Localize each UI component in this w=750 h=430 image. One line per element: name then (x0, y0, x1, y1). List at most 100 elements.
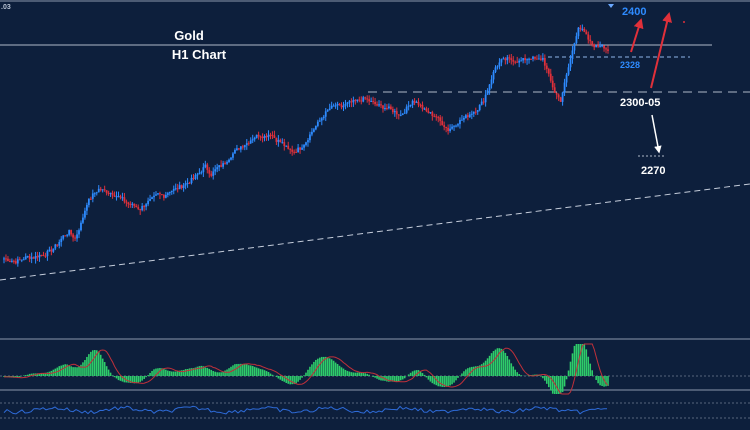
chart-title-line1: Gold (174, 28, 204, 43)
candle-body (155, 194, 157, 196)
candle-body (133, 203, 136, 206)
candle-body (382, 105, 384, 109)
candle-body (569, 59, 572, 68)
candle-body (591, 41, 594, 45)
candle-body (482, 101, 485, 103)
candle-body (289, 148, 292, 150)
candle-body (476, 110, 479, 112)
candle-body (149, 199, 151, 201)
candle-body (409, 104, 412, 106)
candle-body (445, 126, 448, 128)
rsi-line (3, 405, 607, 415)
candle-body (200, 172, 203, 174)
candle-body (56, 244, 59, 246)
candle-body (380, 104, 382, 106)
candle-body (137, 207, 140, 209)
candle-body (174, 188, 177, 190)
candle-body (220, 165, 223, 167)
candle-body (184, 183, 187, 186)
candle-body (145, 204, 148, 207)
candle-body (393, 111, 396, 113)
candle-body (48, 249, 51, 252)
candle-body (403, 112, 406, 114)
trendline (0, 183, 750, 281)
candle-body (376, 104, 378, 106)
candle-body (502, 58, 505, 60)
candle-body (176, 188, 179, 190)
candle-body (214, 169, 217, 172)
candle-body (504, 58, 507, 61)
candle-body (182, 185, 185, 188)
candle-body (22, 259, 25, 261)
candle-body (581, 28, 584, 30)
candle-body (421, 104, 424, 109)
candle-body (159, 193, 161, 195)
target-high-label: 2400 (622, 6, 646, 18)
candle-body (202, 167, 205, 173)
candle-body (397, 114, 400, 116)
candle-body (287, 145, 290, 149)
candle-body (488, 84, 491, 91)
candle-body (253, 137, 256, 140)
candle-body (297, 147, 300, 153)
candle-body (166, 193, 169, 195)
candle-body (366, 98, 369, 100)
candle-body (429, 112, 432, 114)
candle-body (78, 230, 80, 235)
candle-body (194, 175, 197, 179)
candle-body (279, 139, 282, 143)
candle-body (472, 111, 475, 114)
candle-body (99, 188, 102, 191)
candle-body (439, 117, 442, 121)
candle-body (198, 172, 201, 175)
candle-body (301, 147, 303, 150)
candle-body (42, 254, 45, 256)
candle-body (127, 202, 130, 205)
candle-body (455, 125, 457, 127)
candle-body (82, 217, 84, 223)
candle-body (257, 134, 260, 137)
candle-body (228, 159, 230, 163)
candle-body (543, 57, 546, 66)
candle-body (464, 115, 467, 118)
candle-body (91, 193, 94, 199)
candle-body (549, 73, 552, 81)
candle-body (360, 100, 363, 102)
candle-body (269, 134, 272, 136)
candle-body (84, 210, 86, 218)
candle-body (277, 139, 280, 142)
candle-body (34, 256, 37, 259)
candle-body (328, 108, 331, 111)
candle-body (364, 97, 367, 99)
candle-body (344, 103, 347, 106)
candle-body (461, 119, 463, 121)
candle-body (573, 43, 576, 51)
candle-body (372, 100, 375, 102)
candle-body (121, 197, 124, 199)
candle-body (601, 45, 603, 47)
candle-body (468, 114, 471, 118)
candle-body (3, 258, 5, 260)
bull-arrow-long (650, 12, 672, 89)
candle-body (449, 128, 451, 131)
candle-body (530, 58, 532, 60)
candle-body (435, 116, 438, 118)
candle-body (24, 256, 27, 260)
candle-body (350, 101, 353, 103)
candle-body (72, 234, 74, 238)
candle-body (109, 192, 112, 194)
candle-body (314, 125, 317, 130)
candle-body (553, 87, 556, 93)
candle-body (151, 197, 153, 200)
candle-body (157, 193, 159, 195)
candle-body (427, 110, 430, 113)
candle-body (605, 48, 607, 50)
candle-body (283, 142, 286, 147)
candle-body (239, 146, 242, 150)
candle-body (161, 194, 163, 196)
candle-body (18, 259, 21, 261)
candle-body (87, 198, 90, 205)
candle-body (474, 111, 477, 113)
candle-body (443, 125, 446, 127)
candle-body (5, 258, 7, 260)
